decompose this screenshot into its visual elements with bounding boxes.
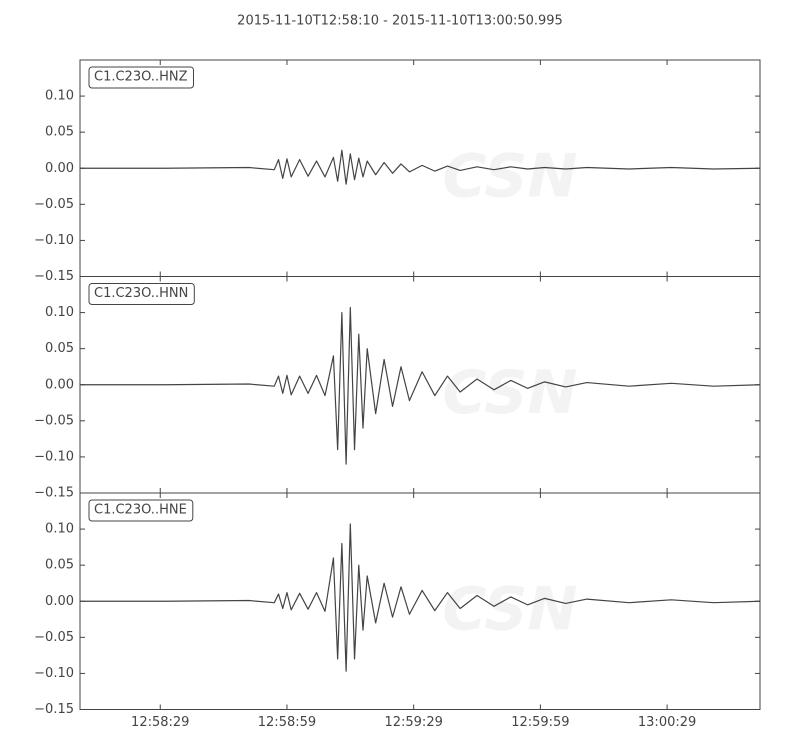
waveform: [80, 306, 761, 465]
x-tick-label: 12:59:29: [384, 715, 442, 730]
y-tick-label: 0.05: [45, 125, 74, 140]
trace-label: C1.C23O..HNZ: [94, 70, 188, 85]
y-tick-label: 0.00: [45, 594, 74, 609]
y-tick-label: −0.10: [34, 666, 74, 681]
watermark: CSN: [442, 358, 577, 428]
trace-label-box: [88, 66, 194, 89]
y-tick-label: −0.05: [34, 630, 74, 645]
x-tick-label: 12:58:59: [258, 715, 316, 730]
y-tick-label: 0.10: [45, 305, 74, 320]
waveform: [80, 523, 761, 672]
y-tick-label: 0.10: [45, 522, 74, 537]
y-tick-label: 0.00: [45, 377, 74, 392]
watermark: CSN: [442, 575, 577, 645]
y-tick-label: 0.05: [45, 558, 74, 573]
y-tick-label: −0.15: [34, 702, 74, 717]
trace-label-box: [88, 283, 195, 305]
x-tick-label: 12:59:59: [511, 715, 569, 730]
x-tick-label: 13:00:29: [638, 715, 696, 730]
y-tick-label: −0.05: [34, 197, 74, 212]
y-tick-label: 0.10: [45, 89, 74, 104]
x-tick-label: 12:58:29: [131, 715, 189, 730]
y-tick-label: 0.05: [45, 341, 74, 356]
trace-label-box: [88, 499, 194, 522]
y-tick-label: 0.00: [45, 161, 74, 176]
trace-label: C1.C23O..HNE: [94, 503, 187, 518]
trace-label: C1.C23O..HNN: [94, 286, 188, 301]
y-tick-label: −0.10: [34, 233, 74, 248]
y-tick-label: −0.10: [34, 449, 74, 464]
y-tick-label: −0.05: [34, 413, 74, 428]
waveform: [80, 149, 761, 185]
y-tick-label: −0.15: [34, 486, 74, 501]
chart-title: 2015-11-10T12:58:10 - 2015-11-10T13:00:5…: [237, 14, 563, 29]
y-tick-label: −0.15: [34, 269, 74, 284]
watermark: CSN: [442, 142, 577, 212]
